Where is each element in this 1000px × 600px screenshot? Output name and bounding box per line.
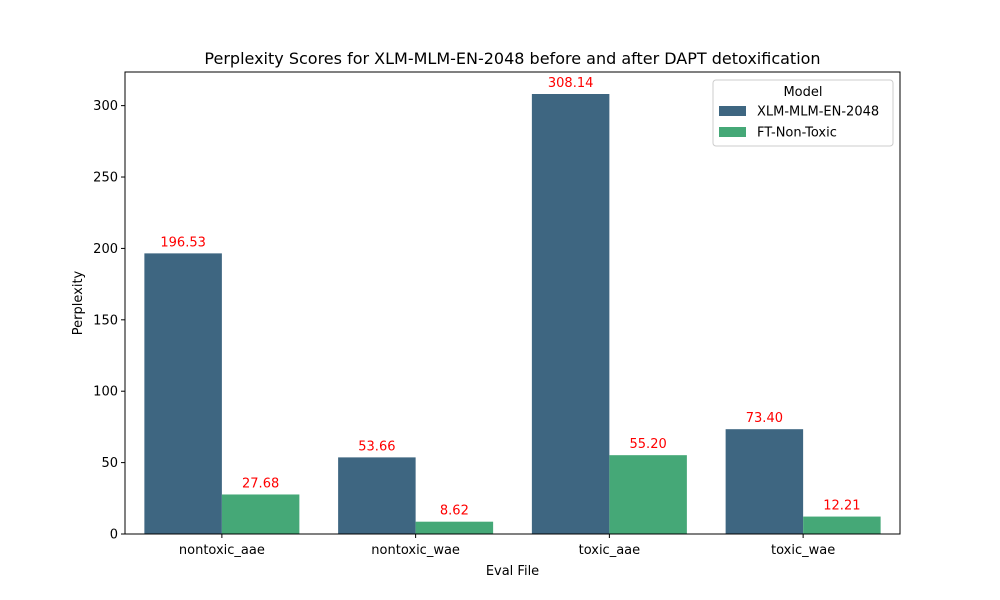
bar-nontoxic_aae-0 (144, 253, 222, 535)
x-axis: nontoxic_aae nontoxic_wae toxic_aae toxic_w… (179, 534, 835, 558)
y-tick-label: 150 (93, 313, 118, 328)
legend-swatch-1 (719, 127, 746, 137)
data-label-nontoxic_wae-1: 8.62 (440, 504, 469, 519)
plot-frame (124, 71, 901, 535)
legend-label-0: XLM-MLM-EN-2048 (757, 105, 879, 120)
chart-title: Perplexity Scores for XLM-MLM-EN-2048 be… (204, 49, 820, 68)
legend: Model XLM-MLM-EN-2048 FT-Non-Toxic (712, 79, 894, 147)
bar-nontoxic_aae-1 (221, 494, 300, 534)
bar-toxic_aae-1 (609, 455, 687, 534)
legend-entries: XLM-MLM-EN-2048 FT-Non-Toxic (719, 105, 879, 141)
legend-frame (712, 79, 894, 147)
y-axis-label: Perplexity (71, 270, 86, 335)
y-tick-label: 300 (93, 99, 118, 114)
x-tick-label-toxic_wae: toxic_wae (771, 543, 835, 558)
data-label-toxic_aae-1: 55.20 (630, 437, 667, 452)
legend-swatch-0 (719, 106, 746, 116)
y-tick-label: 0 (110, 528, 118, 543)
data-label-toxic_aae-0: 308.14 (548, 76, 594, 91)
y-tick-label: 200 (93, 242, 118, 257)
data-label-nontoxic_aae-0: 196.53 (160, 235, 206, 250)
bar-toxic_wae-0 (725, 429, 804, 534)
data-label-nontoxic_wae-0: 53.66 (358, 439, 395, 454)
bar-nontoxic_wae-0 (338, 457, 416, 534)
bar-nontoxic_wae-1 (415, 521, 494, 534)
y-tick-label: 250 (93, 171, 118, 186)
data-labels-layer: 196.53 27.68 53.66 8.62 308.14 55.20 73.40 12.2… (160, 76, 860, 519)
x-tick-label-nontoxic_wae: nontoxic_wae (371, 543, 460, 558)
data-label-toxic_wae-1: 12.21 (823, 499, 860, 514)
y-tick-label: 100 (93, 385, 118, 400)
y-axis: 0 50 100 150 200 250 300 (93, 99, 125, 543)
x-axis-label: Eval File (486, 564, 539, 579)
data-label-nontoxic_aae-1: 27.68 (242, 476, 279, 491)
bars-layer (144, 94, 881, 535)
y-tick-label: 50 (101, 456, 118, 471)
legend-label-1: FT-Non-Toxic (757, 126, 837, 141)
legend-title: Model (783, 85, 822, 100)
bar-toxic_wae-1 (803, 516, 881, 534)
x-tick-label-toxic_aae: toxic_aae (579, 543, 641, 558)
x-tick-label-nontoxic_aae: nontoxic_aae (179, 543, 265, 558)
data-label-toxic_wae-0: 73.40 (746, 411, 783, 426)
bar-toxic_aae-0 (531, 94, 610, 534)
